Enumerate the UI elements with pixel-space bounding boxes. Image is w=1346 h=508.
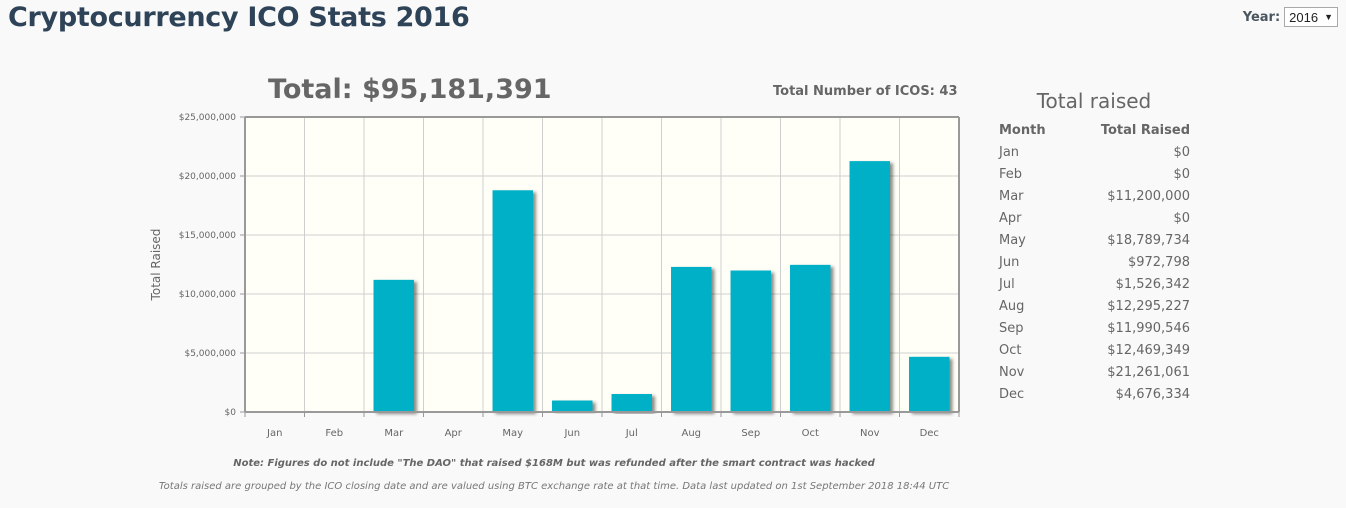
total-raised-cell: $11,200,000	[1107, 188, 1190, 204]
table-row: Feb $0	[998, 163, 1190, 185]
total-raised-cell: $12,469,349	[1107, 342, 1190, 358]
x-tick-label: Oct	[802, 428, 819, 439]
bar-sep[interactable]	[730, 270, 771, 412]
table-row: Mar $11,200,000	[998, 185, 1190, 207]
total-column-header: Total Raised	[1100, 122, 1190, 138]
x-tick-label: Feb	[325, 428, 343, 439]
total-raised-cell: $4,676,334	[1115, 386, 1190, 402]
total-raised-cell: $1,526,342	[1115, 276, 1190, 292]
x-tick-label: Aug	[681, 428, 701, 439]
table-row: Oct $12,469,349	[998, 339, 1190, 361]
table-row: Jul $1,526,342	[998, 273, 1190, 295]
y-axis-label: Total Raised	[149, 229, 163, 302]
dropdown-caret-icon: ▼	[1324, 12, 1333, 22]
table-row: Jun $972,798	[998, 251, 1190, 273]
bar-may[interactable]	[492, 190, 533, 412]
y-tick-label: $15,000,000	[179, 231, 237, 241]
total-raised-cell: $11,990,546	[1107, 320, 1190, 336]
table-header-row: Month Total Raised	[998, 119, 1190, 141]
y-tick-label: $20,000,000	[179, 172, 237, 182]
x-tick-label: Mar	[384, 428, 404, 439]
month-cell: Oct	[999, 342, 1022, 358]
month-cell: Apr	[999, 210, 1022, 226]
month-cell: Jul	[999, 276, 1015, 292]
dao-note: Note: Figures do not include "The DAO" t…	[233, 458, 875, 469]
y-tick-label: $5,000,000	[184, 349, 236, 359]
table-row: Apr $0	[998, 207, 1190, 229]
bar-dec[interactable]	[909, 356, 950, 412]
x-tick-label: Apr	[445, 428, 463, 439]
x-tick-label: Sep	[741, 428, 760, 439]
month-cell: Jan	[999, 144, 1020, 160]
totals-panel-title: Total raised	[1036, 89, 1152, 113]
month-cell: Feb	[999, 166, 1023, 182]
table-row: Sep $11,990,546	[998, 317, 1190, 339]
totals-table: Month Total Raised Jan $0 Feb $0 Mar $11,200,…	[998, 119, 1190, 405]
x-tick-label: Jun	[563, 428, 580, 439]
bar-jul[interactable]	[611, 393, 652, 412]
y-tick-label: $0	[225, 408, 237, 418]
bar-mar[interactable]	[373, 279, 414, 412]
table-row: Dec $4,676,334	[998, 383, 1190, 405]
ico-count: Total Number of ICOS: 43	[773, 84, 958, 99]
chart-total: Total: $95,181,391	[268, 74, 552, 105]
month-cell: Aug	[999, 298, 1025, 314]
total-raised-cell: $0	[1173, 210, 1190, 226]
table-row: Jan $0	[998, 141, 1190, 163]
x-tick-label: May	[502, 428, 523, 439]
month-cell: Nov	[999, 364, 1025, 380]
month-cell: May	[999, 232, 1026, 248]
page-title: Cryptocurrency ICO Stats 2016	[8, 2, 470, 33]
month-cell: Dec	[999, 386, 1025, 402]
month-cell: Sep	[999, 320, 1024, 336]
year-label: Year:	[1242, 9, 1281, 25]
bar-nov[interactable]	[849, 161, 890, 412]
table-row: Nov $21,261,061	[998, 361, 1190, 383]
table-row: Aug $12,295,227	[998, 295, 1190, 317]
bar-oct[interactable]	[790, 264, 831, 412]
total-raised-cell: $18,789,734	[1107, 232, 1190, 248]
x-tick-label: Jan	[266, 428, 282, 439]
bar-jun[interactable]	[552, 400, 593, 412]
total-raised-cell: $0	[1173, 166, 1190, 182]
total-raised-cell: $972,798	[1127, 254, 1190, 270]
year-filter: Year: 2016 ▼	[1243, 7, 1338, 27]
x-tick-label: Jul	[625, 428, 638, 439]
month-cell: Jun	[999, 254, 1020, 270]
table-row: May $18,789,734	[998, 229, 1190, 251]
data-footnote: Totals raised are grouped by the ICO clo…	[158, 481, 950, 492]
x-tick-label: Nov	[860, 428, 880, 439]
x-tick-label: Dec	[920, 428, 939, 439]
month-column-header: Month	[999, 122, 1046, 138]
month-cell: Mar	[999, 188, 1024, 204]
total-raised-cell: $0	[1173, 144, 1190, 160]
totals-panel: Total raised Month Total Raised Jan $0 Feb…	[998, 89, 1190, 405]
year-select-value: 2016	[1289, 9, 1319, 25]
year-select[interactable]: 2016 ▼	[1284, 7, 1338, 27]
total-raised-cell: $12,295,227	[1107, 298, 1190, 314]
bar-aug[interactable]	[671, 266, 712, 412]
bar-chart: $0 $5,000,000 $10,000,000 $15,000,000 $20,00…	[149, 113, 960, 439]
total-raised-cell: $21,261,061	[1107, 364, 1190, 380]
y-tick-label: $25,000,000	[179, 113, 237, 123]
y-tick-label: $10,000,000	[179, 290, 237, 300]
